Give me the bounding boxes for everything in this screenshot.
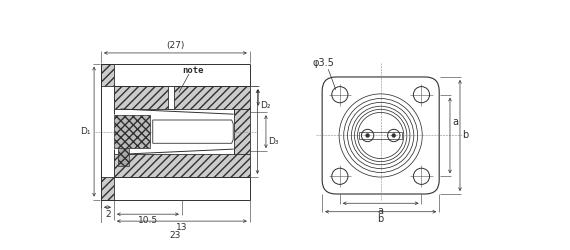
Bar — [359, 132, 402, 139]
Polygon shape — [168, 86, 174, 108]
Text: 10.5: 10.5 — [138, 216, 158, 226]
Text: 13: 13 — [176, 224, 188, 232]
Polygon shape — [234, 109, 250, 154]
Text: a: a — [452, 117, 458, 127]
Text: (27): (27) — [166, 41, 185, 50]
Text: b: b — [377, 214, 384, 224]
Polygon shape — [113, 115, 149, 148]
Text: 23: 23 — [170, 231, 181, 240]
Text: b: b — [462, 130, 469, 140]
Text: note: note — [182, 66, 203, 76]
Polygon shape — [114, 154, 250, 177]
Polygon shape — [101, 64, 114, 86]
Polygon shape — [114, 86, 250, 109]
Text: D₃: D₃ — [268, 137, 279, 146]
Text: a: a — [378, 206, 384, 216]
Polygon shape — [118, 148, 129, 166]
Circle shape — [366, 134, 369, 138]
Text: φ3.5: φ3.5 — [313, 58, 335, 68]
Text: D₁: D₁ — [80, 127, 91, 136]
Text: 2: 2 — [105, 210, 111, 218]
Polygon shape — [101, 177, 114, 200]
Text: D₂: D₂ — [260, 102, 270, 110]
Circle shape — [392, 134, 396, 138]
Polygon shape — [153, 120, 233, 143]
